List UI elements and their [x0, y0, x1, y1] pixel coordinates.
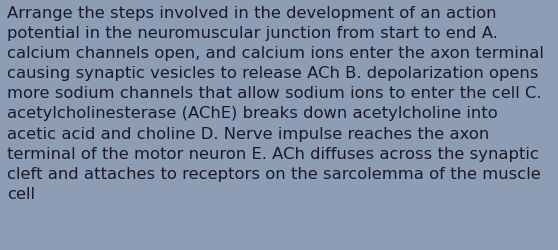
Text: Arrange the steps involved in the development of an action
potential in the neur: Arrange the steps involved in the develo…: [7, 6, 544, 201]
